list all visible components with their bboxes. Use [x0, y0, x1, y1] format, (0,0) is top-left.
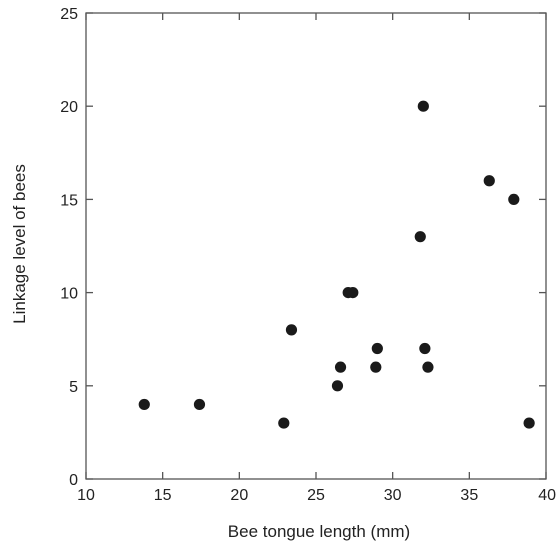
data-point: [417, 100, 429, 112]
data-point: [138, 398, 150, 411]
data-point: [370, 361, 382, 373]
y-tick-label: 10: [60, 286, 78, 303]
y-tick-label: 15: [60, 192, 78, 209]
data-point: [193, 398, 206, 411]
x-tick-label: 30: [384, 487, 402, 504]
y-tick-label: 25: [60, 6, 78, 23]
x-tick-label: 40: [538, 487, 556, 504]
y-tick-label: 20: [60, 99, 78, 116]
data-point: [419, 342, 431, 355]
axes: [85, 12, 547, 480]
data-point: [414, 231, 426, 243]
x-tick-label: 20: [230, 487, 248, 504]
data-point: [331, 380, 344, 392]
data-point: [422, 361, 434, 373]
data-point: [285, 324, 298, 336]
y-tick-label: 5: [69, 379, 78, 396]
data-points: [138, 100, 535, 429]
x-tick-label: 15: [154, 487, 172, 504]
data-point: [523, 417, 535, 429]
data-point: [508, 193, 520, 205]
tick-labels: 10 15 20 25 30 35 40 0 5 10 15 20 25: [60, 6, 556, 504]
data-point: [278, 417, 290, 429]
y-tick-label: 0: [69, 472, 78, 489]
x-tick-label: 10: [77, 487, 95, 504]
data-point: [371, 342, 383, 355]
data-point: [347, 287, 359, 299]
x-tick-label: 25: [307, 487, 325, 504]
data-point: [483, 175, 495, 187]
y-axis-title: Linkage level of bees: [10, 164, 29, 324]
x-tick-label: 35: [460, 487, 478, 504]
plot-frame: [85, 12, 547, 480]
ticks: [85, 12, 547, 480]
data-point: [334, 361, 347, 373]
x-axis-title: Bee tongue length (mm): [228, 522, 410, 541]
